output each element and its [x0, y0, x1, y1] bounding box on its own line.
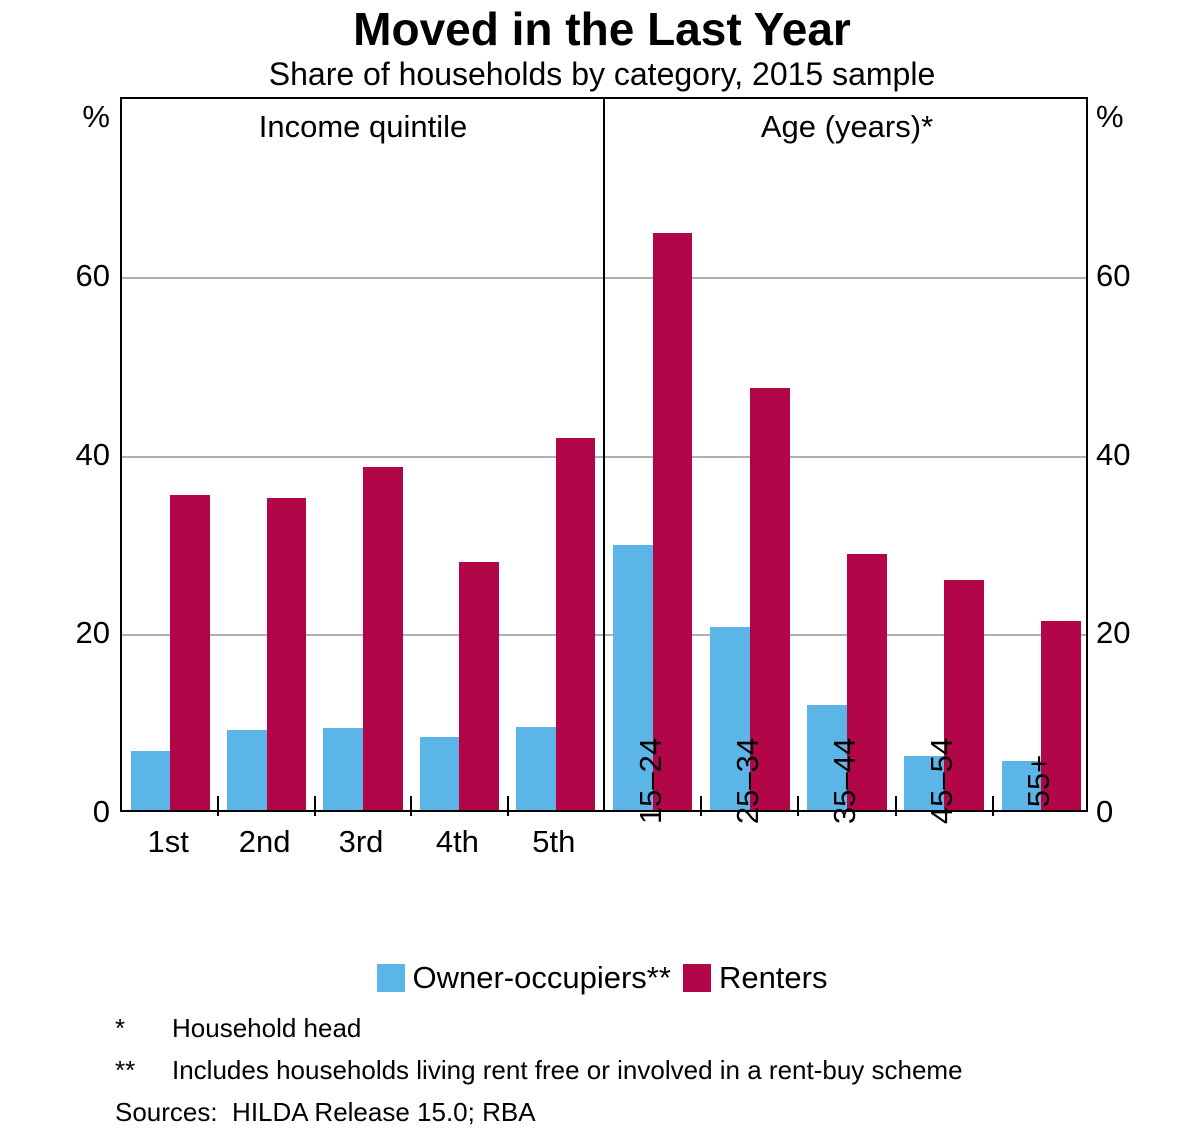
bar-renter [749, 388, 790, 810]
footnote-marker: * [115, 1013, 126, 1043]
footnote-marker: ** [115, 1055, 136, 1085]
y-tick-label-left: 0 [92, 794, 110, 829]
x-axis-tick [410, 796, 413, 816]
y-tick-label-left: 40 [75, 436, 110, 472]
category-label: 1st [147, 824, 189, 859]
bar-owner [807, 705, 847, 810]
footnote-row: ** Includes households living rent free o… [115, 1056, 1155, 1084]
legend-swatch [376, 964, 405, 992]
category-label: 4th [435, 824, 479, 859]
bar-renter [944, 580, 985, 810]
panel-divider [603, 99, 605, 810]
bar-renter [652, 232, 693, 810]
bar-owner [612, 544, 653, 810]
legend-item: Owner-occupiers** [376, 960, 671, 996]
y-tick-label-left: 60 [75, 257, 110, 293]
legend-label: Owner-occupiers** [412, 960, 671, 995]
bar-renter [363, 466, 403, 810]
bar-renter [555, 438, 596, 810]
x-axis-tick [506, 796, 509, 816]
x-axis-tick [217, 796, 220, 816]
x-axis-tick [991, 796, 994, 816]
category-label: 55+ [1021, 754, 1057, 808]
bar-owner [419, 736, 460, 810]
footnote-text: Household head [172, 1013, 362, 1043]
legend-item: Renters [682, 960, 828, 996]
footnotes: * Household head ** Includes households liv… [115, 1014, 1155, 1098]
chart-subtitle: Share of households by category, 2015 sa… [268, 56, 936, 92]
category-label: 2nd [238, 824, 291, 859]
legend-label: Renters [718, 960, 828, 995]
bar-owner [709, 626, 750, 810]
category-label: 5th [532, 824, 576, 859]
plot-area: Income quintile Age (years)* [120, 97, 1088, 816]
bar-owner [904, 756, 945, 810]
bar-owner [227, 729, 267, 810]
x-axis-tick [797, 796, 800, 816]
category-label: 15–24 [632, 737, 668, 825]
bar-renter [170, 494, 210, 810]
bar-owner [130, 751, 171, 810]
bar-renter [266, 498, 307, 810]
bar-owner [1001, 760, 1042, 810]
category-label: 25–34 [729, 737, 765, 825]
x-axis-tick [313, 796, 316, 816]
legend: Owner-occupiers** Renters [0, 960, 1204, 996]
bar-renter [459, 562, 499, 810]
category-label: 35–44 [827, 737, 862, 825]
y-tick-label-right: 0 [1096, 794, 1114, 829]
panel-header: Income quintile [258, 109, 468, 144]
panel-header: Age (years)* [760, 109, 934, 144]
bar-renter [1041, 621, 1082, 810]
legend-swatch [682, 964, 711, 992]
category-label: 45–54 [924, 737, 960, 825]
category-label: 3rd [338, 824, 384, 859]
x-axis-tick [894, 796, 897, 816]
sources-line: Sources: HILDA Release 15.0; RBA [115, 1097, 536, 1127]
y-tick-label-right: 60 [1096, 257, 1131, 293]
bar-owner [323, 727, 363, 810]
footnote-text: Includes households living rent free or … [172, 1055, 963, 1085]
y-tick-label-right: 40 [1096, 436, 1131, 472]
y-tick-label-left: 20 [75, 615, 110, 651]
chart-title: Moved in the Last Year [353, 3, 851, 55]
y-axis-unit-left: % [82, 99, 110, 134]
y-axis-unit-right: % [1096, 99, 1124, 134]
y-tick-label-right: 20 [1096, 615, 1131, 651]
footnote-row: * Household head [115, 1014, 1155, 1042]
bar-owner [516, 726, 556, 810]
bar-renter [847, 554, 887, 810]
x-axis-tick [700, 796, 703, 816]
